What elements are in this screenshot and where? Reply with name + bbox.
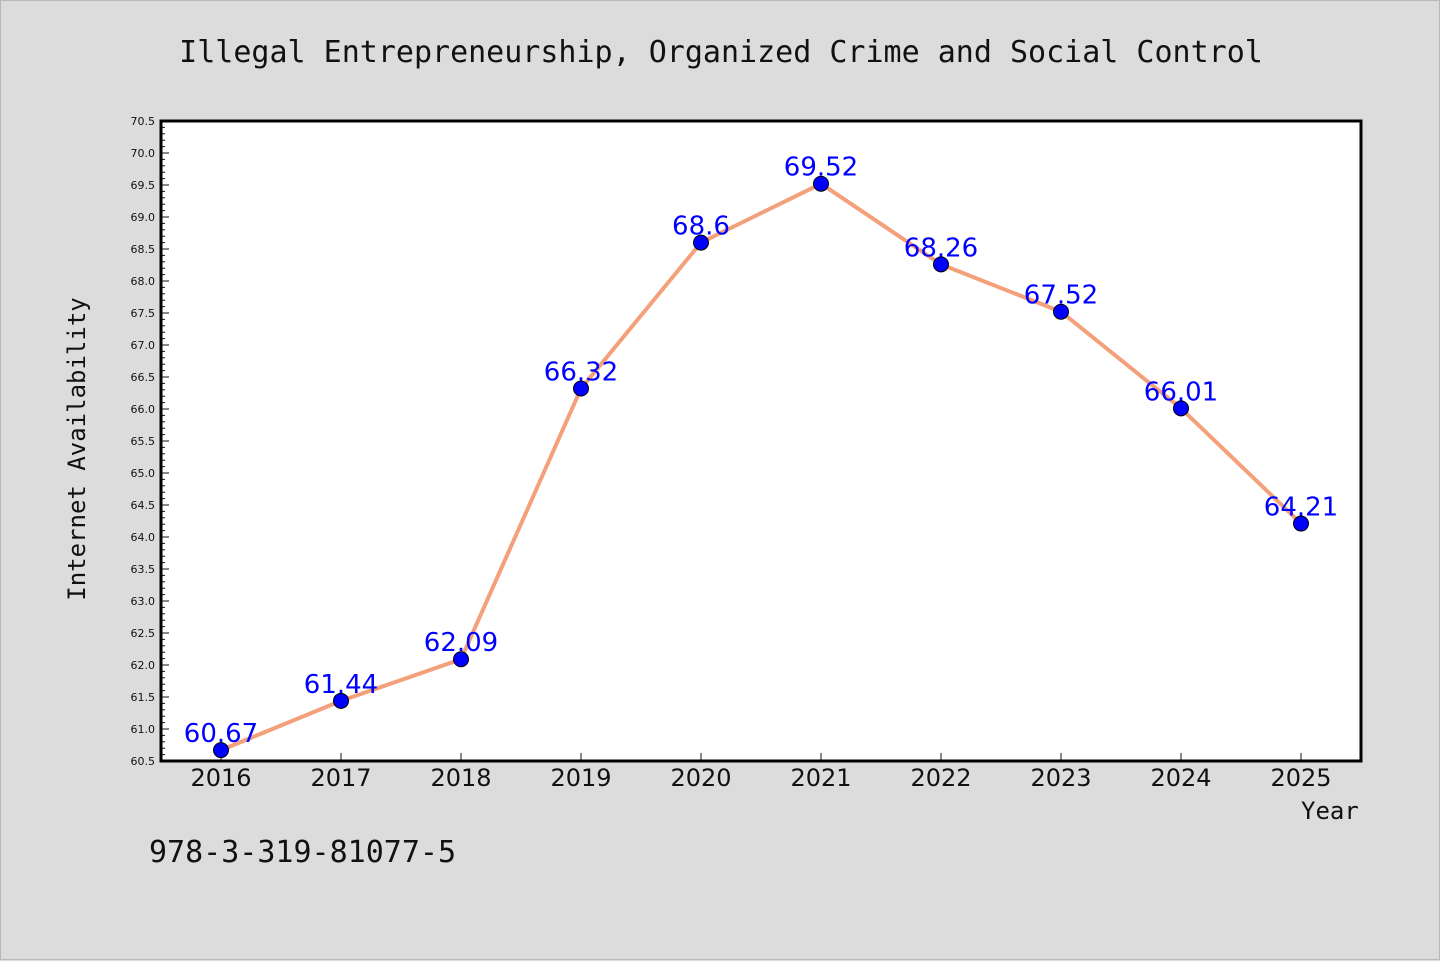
x-tick-label: 2022 bbox=[910, 764, 971, 792]
data-point bbox=[333, 692, 349, 709]
y-tick-label: 61.0 bbox=[131, 723, 156, 736]
y-tick-label: 70.0 bbox=[131, 147, 156, 160]
y-tick-label: 62.0 bbox=[131, 659, 156, 672]
isbn-annotation: 978-3-319-81077-5 bbox=[149, 835, 457, 870]
data-label: 67.52 bbox=[1024, 281, 1098, 311]
x-tick-label: 2016 bbox=[190, 764, 251, 792]
y-tick-label: 66.0 bbox=[131, 403, 156, 416]
data-point bbox=[573, 380, 589, 397]
data-label: 61.44 bbox=[304, 670, 378, 700]
data-point bbox=[1293, 515, 1309, 532]
x-tick-label: 2025 bbox=[1270, 764, 1331, 792]
data-point bbox=[693, 234, 709, 251]
chart-title: Illegal Entrepreneurship, Organized Crim… bbox=[179, 35, 1263, 70]
x-tick-label: 2019 bbox=[550, 764, 611, 792]
x-tick-label: 2017 bbox=[310, 764, 371, 792]
y-tick-label: 64.0 bbox=[131, 531, 156, 544]
y-tick-label: 62.5 bbox=[131, 627, 156, 640]
y-tick-label: 63.0 bbox=[131, 595, 156, 608]
data-label: 68.26 bbox=[904, 233, 978, 263]
data-label: 66.01 bbox=[1144, 377, 1218, 407]
y-tick-label: 63.5 bbox=[131, 563, 156, 576]
plot-frame bbox=[159, 119, 1363, 763]
y-tick-label: 68.0 bbox=[131, 275, 156, 288]
y-tick-label: 66.5 bbox=[131, 371, 156, 384]
data-label: 64.21 bbox=[1264, 493, 1338, 523]
data-point bbox=[933, 256, 949, 273]
y-tick-label: 64.5 bbox=[131, 499, 156, 512]
data-label: 69.52 bbox=[784, 153, 858, 183]
series-line bbox=[220, 181, 1303, 752]
y-tick-label: 67.5 bbox=[131, 307, 156, 320]
y-tick-label: 65.0 bbox=[131, 467, 156, 480]
y-tick-label: 67.0 bbox=[131, 339, 156, 352]
data-point bbox=[1053, 303, 1069, 320]
x-tick-label: 2020 bbox=[670, 764, 731, 792]
y-tick-label: 61.5 bbox=[131, 691, 156, 704]
x-tick-label: 2018 bbox=[430, 764, 491, 792]
x-tick-label: 2021 bbox=[790, 764, 851, 792]
data-point bbox=[1173, 400, 1189, 417]
data-label: 68.6 bbox=[672, 212, 730, 242]
y-tick-label: 70.5 bbox=[131, 115, 156, 128]
y-tick-label: 65.5 bbox=[131, 435, 156, 448]
x-tick-label: 2024 bbox=[1150, 764, 1211, 792]
data-point bbox=[813, 175, 829, 192]
x-axis-label: Year bbox=[1301, 797, 1359, 825]
data-label: 62.09 bbox=[424, 628, 498, 658]
plot-background bbox=[161, 121, 1361, 761]
data-label: 66.32 bbox=[544, 358, 618, 388]
x-tick-label: 2023 bbox=[1030, 764, 1091, 792]
y-tick-label: 68.5 bbox=[131, 243, 156, 256]
y-tick-label: 69.5 bbox=[131, 179, 156, 192]
data-point bbox=[453, 651, 469, 668]
data-point bbox=[213, 742, 229, 759]
y-tick-label: 69.0 bbox=[131, 211, 156, 224]
data-label: 60.67 bbox=[184, 719, 258, 749]
y-tick-label: 60.5 bbox=[131, 755, 156, 768]
